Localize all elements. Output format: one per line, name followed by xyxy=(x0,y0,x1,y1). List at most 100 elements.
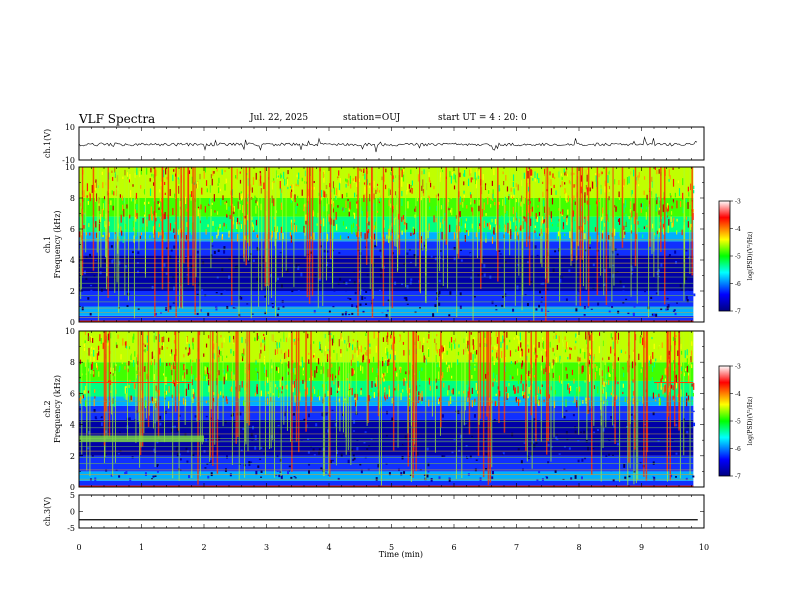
spectrogram-speckle xyxy=(691,383,693,387)
spectrogram-speckle xyxy=(281,276,284,280)
spectrogram-speckle xyxy=(331,409,334,411)
spectrogram-speckle xyxy=(171,338,173,344)
spectrogram-speckle xyxy=(584,457,587,460)
spectrogram-speckle xyxy=(96,413,99,416)
spectrogram-speckle xyxy=(323,190,325,198)
spectrogram-speckle xyxy=(561,380,563,384)
spectrogram-speckle xyxy=(619,280,622,285)
spectrogram-speckle xyxy=(269,425,272,429)
spectrogram-speckle xyxy=(349,343,351,347)
y-axis-label: Frequency (kHz) xyxy=(53,210,62,278)
spectrogram-speckle xyxy=(216,168,218,172)
spectrogram-speckle xyxy=(260,203,262,211)
sferic-line xyxy=(491,331,493,468)
spectrogram-speckle xyxy=(620,434,623,438)
spectrogram-speckle xyxy=(657,382,659,390)
spectrogram-speckle xyxy=(588,397,590,400)
spectrogram-speckle xyxy=(512,308,515,312)
sferic-line xyxy=(479,331,482,419)
spectrogram-speckle xyxy=(150,344,153,352)
spectrogram-speckle xyxy=(139,235,141,239)
spectrogram-speckle xyxy=(473,344,475,350)
spectrogram-speckle xyxy=(470,273,473,276)
spectrogram-speckle xyxy=(625,199,627,208)
spectrogram-speckle xyxy=(258,341,260,349)
spectrogram-speckle xyxy=(452,333,454,339)
spectrogram-speckle xyxy=(156,286,159,289)
spectrogram-speckle xyxy=(491,218,493,223)
spectrogram-speckle xyxy=(318,450,321,455)
spectrogram-speckle xyxy=(357,278,360,283)
spectrogram-speckle xyxy=(285,385,287,389)
spectrogram-speckle xyxy=(103,214,105,220)
spectrogram-speckle xyxy=(553,278,556,282)
spectrogram-speckle xyxy=(138,171,141,178)
spectrogram-speckle xyxy=(622,436,625,440)
spectrogram-speckle xyxy=(242,353,244,359)
spectrogram-speckle xyxy=(306,377,308,381)
spectrogram-speckle xyxy=(531,169,533,176)
spectrogram-speckle xyxy=(115,287,118,291)
spectrogram-speckle xyxy=(349,175,352,184)
spectrogram-speckle xyxy=(318,448,321,451)
spectrogram-speckle xyxy=(130,461,133,465)
spectrogram-speckle xyxy=(538,177,540,184)
sferic-line xyxy=(509,167,511,256)
spectrogram-speckle xyxy=(512,228,514,233)
spectrogram-speckle xyxy=(432,372,435,379)
spectrogram-speckle xyxy=(549,171,551,176)
sferic-line xyxy=(653,167,655,252)
x-axis-label: Time (min) xyxy=(379,550,423,559)
spectrogram-speckle xyxy=(631,268,634,271)
spectrogram-speckle xyxy=(667,205,669,212)
spectrogram-speckle xyxy=(492,382,494,387)
spectrogram-speckle xyxy=(610,333,612,339)
spectrogram-speckle xyxy=(150,360,152,366)
spectrogram-speckle xyxy=(223,222,225,227)
spectrogram-speckle xyxy=(472,339,474,346)
spectrogram-speckle xyxy=(350,189,353,196)
spectrogram-speckle xyxy=(120,354,122,360)
spectrogram-speckle xyxy=(426,473,429,478)
spectrogram-speckle xyxy=(348,299,351,303)
spectrogram-speckle xyxy=(606,373,608,379)
spectrogram-speckle xyxy=(623,225,625,230)
spectrogram-speckle xyxy=(507,222,509,229)
spectrogram-speckle xyxy=(292,360,294,364)
spectrogram-speckle xyxy=(166,347,168,350)
spectrogram-speckle xyxy=(561,342,563,349)
spectrogram-speckle xyxy=(177,260,180,262)
spectrogram-speckle xyxy=(524,216,526,222)
spectrogram-speckle xyxy=(610,252,613,255)
spectrogram-speckle xyxy=(554,176,556,180)
spectrogram-speckle xyxy=(443,345,446,353)
spectrogram-speckle xyxy=(537,205,539,208)
spectrogram-speckle xyxy=(687,186,689,192)
spectrogram-speckle xyxy=(460,259,463,262)
spectrogram-speckle xyxy=(287,170,289,175)
spectrogram-speckle xyxy=(220,293,223,295)
spectrogram-speckle xyxy=(551,215,553,222)
spectrogram-speckle xyxy=(155,217,157,222)
spectrogram-speckle xyxy=(608,356,610,360)
spectrogram-speckle xyxy=(348,313,351,316)
spectrogram-speckle xyxy=(374,203,377,209)
spectrogram-speckle xyxy=(579,399,581,406)
spectrogram-speckle xyxy=(351,340,353,343)
spectrogram-speckle xyxy=(290,219,293,225)
spectrogram-speckle xyxy=(500,368,502,375)
spectrogram-speckle xyxy=(280,202,283,210)
spectrogram-speckle xyxy=(432,313,435,318)
spectrogram-speckle xyxy=(391,417,394,422)
spectrogram-speckle xyxy=(130,190,132,198)
spectrogram-speckle xyxy=(581,259,584,263)
spectrogram-speckle xyxy=(555,357,557,363)
spectrogram-speckle xyxy=(295,331,297,338)
spectrogram-speckle xyxy=(504,205,506,213)
spectrogram-speckle xyxy=(301,356,303,363)
sferic-line xyxy=(231,331,233,465)
spectrogram-speckle xyxy=(269,277,272,280)
spectrogram-speckle xyxy=(148,201,150,204)
spectrogram-speckle xyxy=(171,369,173,376)
spectrogram-speckle xyxy=(239,179,242,184)
